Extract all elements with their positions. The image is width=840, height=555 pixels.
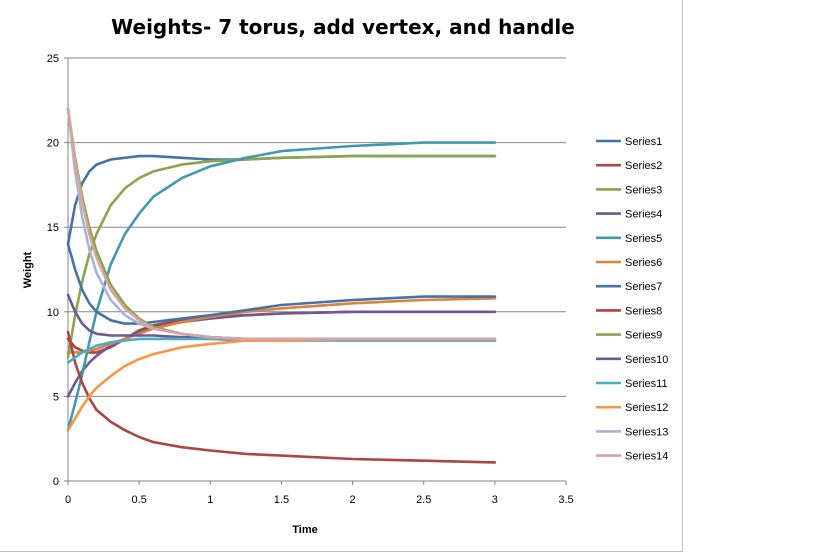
legend-label-12: Series12	[625, 402, 668, 414]
legend-label-13: Series13	[625, 426, 668, 438]
series-line-5	[66, 141, 497, 432]
series-line-12	[66, 337, 497, 432]
series-line-2	[66, 310, 497, 354]
legend-label-1: Series1	[625, 136, 662, 148]
y-tick-label: 25	[47, 53, 59, 65]
legend-label-6: Series6	[625, 257, 662, 269]
series-line-11	[66, 337, 497, 364]
x-tick-label: 3	[492, 494, 498, 506]
legend: Series1 Series2 Series3 Series4 Series5 Serie…	[596, 136, 668, 463]
legend-label-7: Series7	[625, 281, 662, 293]
x-tick-label: 2.5	[416, 494, 431, 506]
x-tick-label: 3.5	[558, 494, 573, 506]
y-tick-label: 20	[47, 138, 59, 150]
legend-label-3: Series3	[625, 184, 662, 196]
series-line-8	[66, 330, 497, 464]
legend-label-2: Series2	[625, 160, 662, 172]
series-lines	[66, 107, 497, 464]
y-tick-label: 0	[53, 476, 59, 488]
legend-label-10: Series10	[625, 354, 668, 366]
line-chart: Weights- 7 torus, add vertex, and handle…	[22, 15, 668, 536]
series-line-14	[66, 107, 497, 341]
y-tick-label: 5	[53, 391, 59, 403]
x-tick-label: 0	[65, 494, 71, 506]
x-tick-label: 1.5	[274, 494, 289, 506]
legend-label-4: Series4	[625, 209, 662, 221]
y-tick-label: 15	[47, 222, 59, 234]
x-tick-label: 2	[350, 494, 356, 506]
legend-label-9: Series9	[625, 330, 662, 342]
legend-label-8: Series8	[625, 305, 662, 317]
legend-label-11: Series11	[625, 378, 668, 390]
chart-title: Weights- 7 torus, add vertex, and handle	[111, 15, 575, 39]
x-tick-label: 0.5	[131, 494, 146, 506]
series-line-4	[66, 310, 497, 398]
series-line-3	[66, 154, 497, 359]
chart-frame: Weights- 7 torus, add vertex, and handle…	[0, 0, 683, 552]
series-line-10	[66, 293, 497, 341]
y-axis-label: Weight	[22, 251, 34, 288]
series-line-1	[66, 154, 497, 246]
legend-label-14: Series14	[625, 451, 668, 463]
x-axis-label: Time	[292, 524, 317, 536]
axes: 0 5 10 15 20 25 0 0.5 1 1.5 2 2.5 3 3.5	[47, 53, 574, 506]
legend-label-5: Series5	[625, 233, 662, 245]
x-tick-label: 1	[207, 494, 213, 506]
gridlines	[68, 57, 566, 482]
y-tick-label: 10	[47, 307, 59, 319]
series-line-6	[66, 296, 497, 354]
